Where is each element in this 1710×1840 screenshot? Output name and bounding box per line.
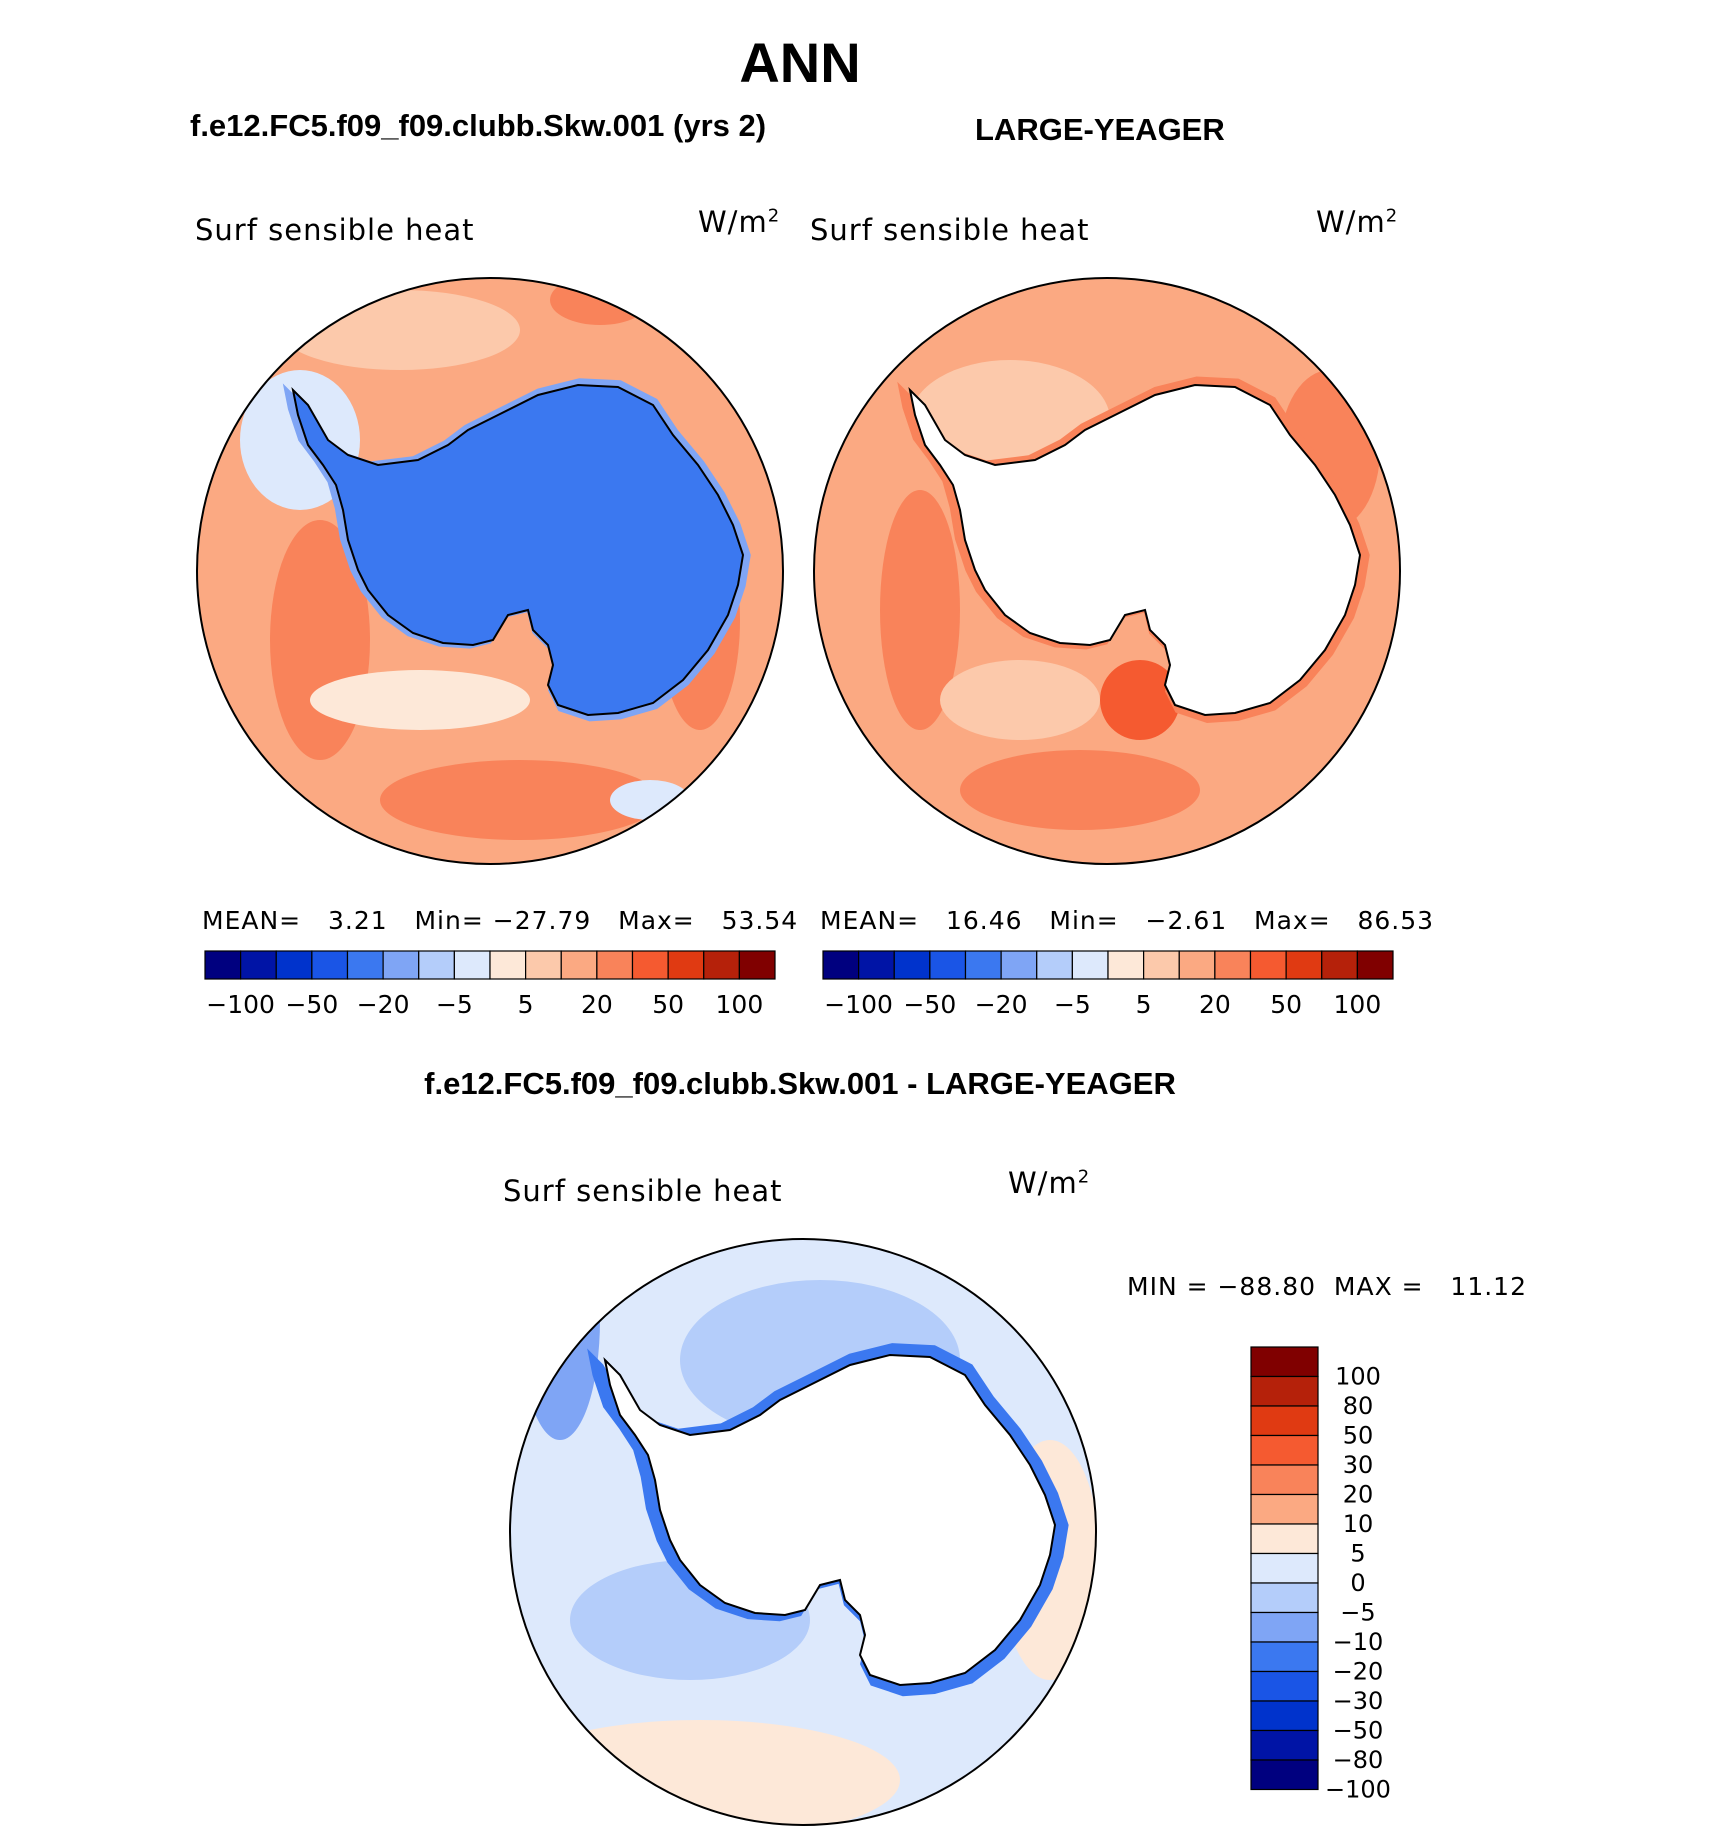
colorbar-swatch	[631, 950, 669, 980]
colorbar-swatch	[964, 950, 1002, 980]
colorbar-swatch	[929, 950, 967, 980]
page-title: ANN	[739, 31, 861, 94]
colorbar-swatch	[560, 950, 598, 980]
colorbar-tick-label: 5	[1350, 1540, 1365, 1568]
panel1-units: W/m2	[698, 205, 781, 239]
colorbar-swatch	[1250, 1434, 1319, 1466]
colorbar-swatch	[489, 950, 527, 980]
panel2-stats: MEAN= 16.46 Min= −2.61 Max= 86.53	[820, 906, 1435, 935]
colorbar-tick-label: 20	[581, 990, 613, 1019]
panel3-map	[509, 1238, 1097, 1826]
colorbar-swatch	[1250, 1375, 1319, 1407]
panel3-variable-label: Surf sensible heat	[503, 1174, 783, 1208]
colorbar-swatch	[596, 950, 634, 980]
colorbar-swatch	[418, 950, 455, 980]
colorbar-swatch	[1249, 950, 1287, 980]
colorbar-tick-label: 100	[1334, 990, 1382, 1019]
colorbar-tick-label: −50	[285, 990, 338, 1019]
panel1-variable-label: Surf sensible heat	[195, 213, 475, 247]
colorbar-tick-label: 20	[1199, 990, 1231, 1019]
colorbar-swatch	[738, 950, 776, 980]
panel1-map	[196, 277, 784, 865]
colorbar-swatch	[240, 950, 277, 980]
colorbar-swatch	[822, 950, 860, 980]
colorbar-swatch	[275, 950, 313, 980]
difference-title: f.e12.FC5.f09_f09.clubb.Skw.001 - LARGE-…	[424, 1066, 1176, 1101]
colorbar-tick-label: −5	[436, 990, 473, 1019]
colorbar-swatch	[1250, 1729, 1319, 1761]
colorbar-tick-label: −10	[1333, 1628, 1384, 1656]
colorbar-tick-label: −100	[824, 990, 893, 1019]
colorbar-swatch	[1285, 950, 1323, 980]
colorbar-tick-label: 100	[716, 990, 764, 1019]
colorbar-tick-label: −5	[1054, 990, 1091, 1019]
colorbar-swatch	[1214, 950, 1252, 980]
colorbar-swatch	[1250, 1582, 1319, 1614]
colorbar-tick-label: −20	[975, 990, 1028, 1019]
colorbar-swatch	[1250, 1670, 1319, 1702]
colorbar-swatch	[1178, 950, 1216, 980]
colorbar-swatch	[1036, 950, 1073, 980]
colorbar-swatch	[1000, 950, 1038, 980]
colorbar-panel1: −100 −50 −20 −5 5 20 50 100	[204, 950, 776, 1019]
panel3-units: W/m2	[1008, 1166, 1091, 1200]
colorbar-panel2: −100 −50 −20 −5 5 20 50 100	[822, 950, 1394, 1019]
colorbar-swatch	[311, 950, 349, 980]
colorbar-swatch	[1107, 950, 1145, 980]
colorbar-tick-label: 5	[1136, 990, 1152, 1019]
colorbar-swatch	[1250, 1641, 1319, 1673]
colorbar-swatch	[1143, 950, 1180, 980]
colorbar-tick-label: 30	[1343, 1451, 1374, 1479]
colorbar-swatch	[703, 950, 740, 980]
colorbar-swatch	[1321, 950, 1358, 980]
colorbar-swatch	[858, 950, 895, 980]
colorbar-tick-label: 50	[652, 990, 684, 1019]
colorbar-tick-label: −50	[1333, 1717, 1384, 1745]
colorbar-tick-label: 0	[1350, 1569, 1365, 1597]
panel1-stats: MEAN= 3.21 Min= −27.79 Max= 53.54	[202, 906, 799, 935]
colorbar-tick-label: −30	[1333, 1687, 1384, 1715]
colorbar-tick-label: −20	[357, 990, 410, 1019]
colorbar-swatch	[1250, 1759, 1319, 1791]
colorbar-swatch	[1071, 950, 1109, 980]
colorbar-tick-label: 10	[1343, 1510, 1374, 1538]
colorbar-tick-label: 5	[518, 990, 534, 1019]
colorbar-tick-label: 50	[1343, 1422, 1374, 1450]
panel2-units: W/m2	[1316, 205, 1399, 239]
colorbar-swatch	[667, 950, 705, 980]
panel2-map	[813, 277, 1401, 865]
colorbar-tick-label: −5	[1340, 1599, 1375, 1627]
colorbar-swatch	[1250, 1611, 1319, 1643]
colorbar-tick-label: −20	[1333, 1658, 1384, 1686]
panel2-variable-label: Surf sensible heat	[810, 213, 1090, 247]
colorbar-tick-label: 100	[1335, 1363, 1381, 1391]
colorbar-swatch	[453, 950, 491, 980]
colorbar-tick-label: 20	[1343, 1481, 1374, 1509]
colorbar-tick-label: −50	[903, 990, 956, 1019]
colorbar-swatch	[1250, 1464, 1319, 1496]
colorbar-swatch	[893, 950, 931, 980]
colorbar-tick-label: 50	[1270, 990, 1302, 1019]
colorbar-tick-label: −100	[1325, 1776, 1391, 1804]
colorbar-tick-label: 80	[1343, 1392, 1374, 1420]
colorbar-swatch	[1250, 1552, 1319, 1584]
colorbar-swatch	[1250, 1405, 1319, 1437]
colorbar-swatch	[1250, 1523, 1319, 1555]
colorbar-swatch	[1250, 1346, 1319, 1378]
colorbar-tick-label: −100	[206, 990, 275, 1019]
obs-case-title: LARGE-YEAGER	[975, 112, 1225, 147]
colorbar-swatch	[346, 950, 384, 980]
colorbar-swatch	[382, 950, 420, 980]
model-case-title: f.e12.FC5.f09_f09.clubb.Skw.001 (yrs 2)	[190, 108, 767, 143]
panel3-minmax: MIN = −88.80 MAX = 11.12	[1127, 1272, 1527, 1301]
colorbar-swatch	[1250, 1700, 1319, 1732]
colorbar-swatch	[1356, 950, 1394, 980]
colorbar-swatch	[204, 950, 242, 980]
colorbar-swatch	[1250, 1493, 1319, 1525]
colorbar-swatch	[525, 950, 562, 980]
colorbar-tick-label: −80	[1333, 1746, 1384, 1774]
